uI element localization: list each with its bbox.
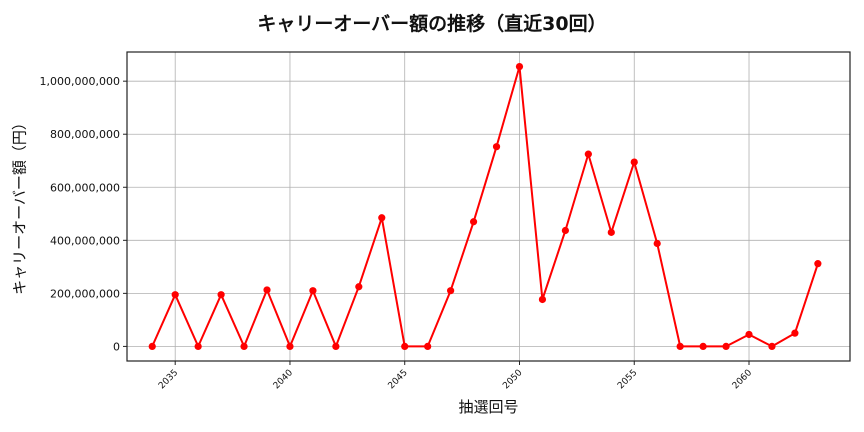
data-point [332,342,340,351]
data-series [148,62,822,351]
y-axis-ticks: 0 200,000,000 400,000,000 600,000,000 800,00… [40,75,127,353]
data-point [240,342,248,351]
y-tick-label: 200,000,000 [50,287,120,300]
data-point [171,291,179,299]
data-point [492,143,501,151]
data-point [676,342,684,351]
plot-frame [126,51,851,362]
data-point [722,342,730,351]
x-tick-label: 2045 [387,368,410,391]
data-point [745,330,753,339]
data-point [378,214,386,222]
x-tick-label: 2035 [157,368,180,391]
grid-lines [127,52,850,361]
x-axis-label: 抽選回号 [458,398,519,416]
y-tick-label: 800,000,000 [50,128,120,141]
series-line [151,65,819,348]
data-point [515,62,524,71]
data-point [263,286,271,294]
data-point [309,287,317,295]
data-point [217,291,225,299]
data-point [401,342,409,351]
data-point [561,226,569,235]
x-tick-label: 2050 [501,368,524,391]
data-point [814,260,822,268]
data-point [194,342,202,351]
x-axis-ticks: 2035 2040 2045 2050 2055 2060 [157,361,754,391]
y-tick-label: 400,000,000 [50,234,120,247]
data-point [584,150,592,158]
x-tick-label: 2060 [731,368,754,391]
data-point [469,218,478,226]
data-point [447,287,455,295]
data-point [699,342,707,351]
y-tick-label: 0 [113,340,120,353]
data-point [607,228,615,236]
data-point [148,342,156,351]
data-point [538,295,547,304]
data-point [653,239,661,248]
data-point [355,283,363,291]
data-point [424,342,432,351]
x-tick-label: 2055 [616,368,639,391]
data-point [286,342,294,351]
chart-title: キャリーオーバー額の推移（直近30回） [257,13,607,35]
y-tick-label: 1,000,000,000 [40,75,120,88]
data-point [768,342,776,351]
data-point [791,329,799,337]
data-point [630,158,638,166]
x-tick-label: 2040 [272,368,295,391]
y-tick-label: 600,000,000 [50,181,120,194]
